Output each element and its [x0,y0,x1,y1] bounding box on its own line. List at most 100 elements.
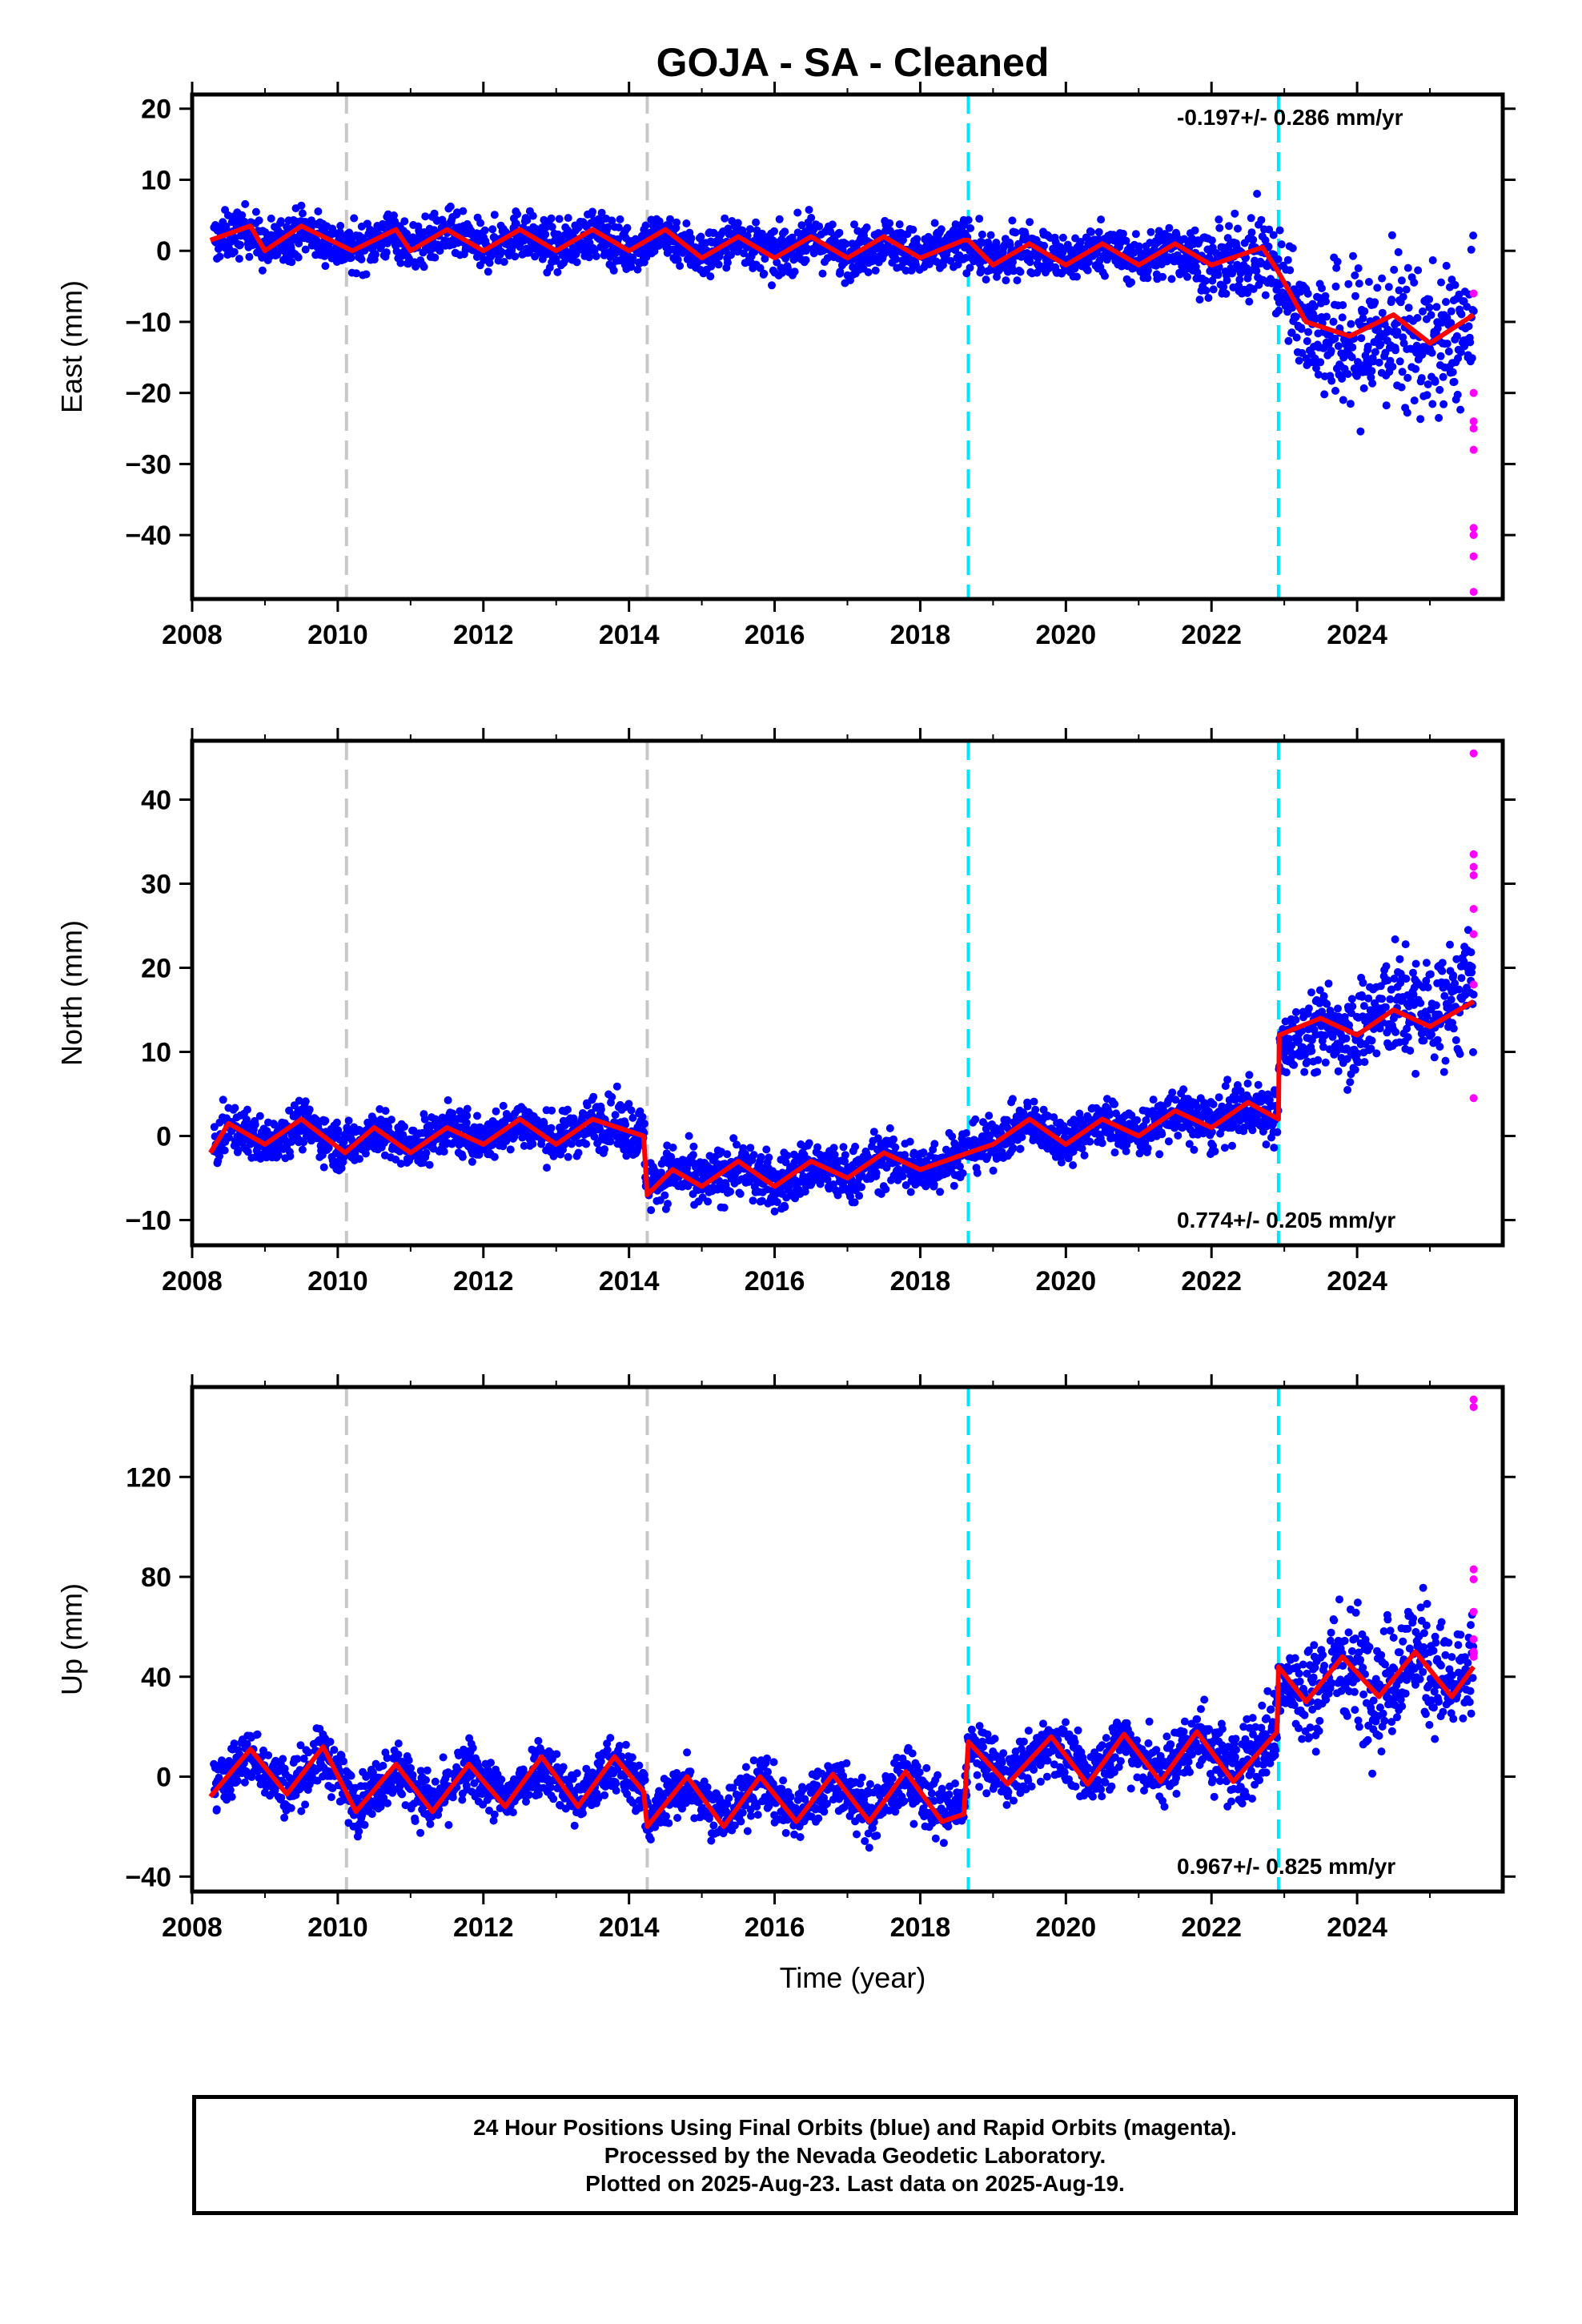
final-orbit-point [490,211,499,219]
final-orbit-point [1442,298,1450,306]
final-orbit-point [1312,364,1320,372]
final-orbit-point [574,1148,583,1157]
final-orbit-point [881,1185,890,1193]
final-orbit-point [430,209,439,218]
final-orbit-point [1376,340,1385,348]
final-orbit-point [664,1200,672,1208]
final-orbit-point [1039,1105,1048,1114]
final-orbit-point [616,215,624,223]
final-orbit-point [421,212,430,221]
final-orbit-point [869,1128,878,1136]
final-orbit-point [234,1146,243,1155]
final-orbit-point [1323,999,1331,1008]
final-orbit-point [361,1149,370,1158]
final-orbit-point [390,211,398,219]
final-orbit-point [500,258,508,266]
final-orbit-point [1253,190,1262,198]
final-orbit-point [627,1106,636,1115]
final-orbit-point [714,260,723,269]
final-orbit-point [889,1135,897,1144]
final-orbit-point [650,247,659,255]
final-orbit-point [962,254,970,262]
final-orbit-point [1143,266,1152,275]
final-orbit-point [1437,278,1445,287]
final-orbit-point [1223,234,1232,243]
final-orbit-point [614,223,623,231]
final-orbit-point [729,1134,738,1143]
final-orbit-point [1378,274,1387,283]
final-orbit-point [1069,1148,1078,1156]
final-orbit-point [1245,297,1254,306]
final-orbit-point [255,216,263,225]
final-orbit-point [400,1123,408,1131]
rapid-orbit-point [1469,552,1478,561]
final-orbit-point [1314,370,1323,379]
final-orbit-point [1329,317,1338,326]
final-orbit-point [930,1180,938,1189]
final-orbit-point [347,253,355,262]
final-orbit-point [1288,304,1297,312]
final-orbit-point [966,263,974,272]
final-orbit-point [506,1145,515,1154]
final-orbit-point [638,1112,647,1121]
final-orbit-point [1352,372,1361,380]
final-orbit-point [355,1155,363,1164]
final-orbit-point [1332,263,1341,272]
event-lines [344,94,1280,599]
final-orbit-point [472,1130,480,1139]
final-orbit-point [937,225,946,234]
final-orbit-point [805,206,813,214]
final-orbit-point [371,250,379,259]
final-orbit-point [1191,226,1199,235]
final-orbit-point [1094,227,1103,236]
final-orbit-point [238,211,247,219]
final-orbit-point [1146,227,1155,236]
final-orbit-point [936,1188,945,1196]
final-orbit-point [1436,352,1445,360]
final-orbit-point [1333,257,1342,266]
final-orbit-point [1221,1082,1230,1091]
final-orbit-point [1327,376,1336,385]
final-orbit-point [1297,324,1306,333]
final-orbit-point [1402,285,1411,294]
final-orbit-point [1334,342,1343,351]
final-orbit-point [1222,289,1231,298]
final-orbit-point [1011,228,1020,237]
final-orbit-point [1179,1085,1188,1094]
final-orbit-point [1209,285,1218,294]
final-orbit-point [1261,236,1270,244]
final-orbit-point [634,1142,643,1151]
final-orbit-point [906,1188,915,1196]
final-orbit-point [1209,1100,1218,1108]
final-orbit-point [1314,1055,1323,1064]
final-orbit-point [1413,314,1422,322]
final-orbit-point [387,1116,396,1124]
final-orbit-point [1351,292,1359,300]
final-orbit-point [604,223,612,231]
final-orbit-point [1348,343,1357,352]
final-orbit-point [682,219,691,227]
final-orbit-point [1207,236,1216,245]
rapid-orbit-point [1469,424,1478,433]
final-orbit-point [1058,233,1067,242]
final-orbit-point [1248,1126,1257,1135]
x-tick-label: 2020 [1036,620,1097,650]
final-orbit-point [609,266,618,275]
final-orbit-point [1316,358,1325,367]
final-orbit-point [1439,372,1447,381]
final-orbit-point [1397,383,1406,392]
final-orbit-point [1285,1035,1294,1043]
final-orbit-point [499,1101,508,1110]
final-orbit-point [484,267,492,276]
final-orbit-point [1008,1095,1017,1104]
final-orbit-point [480,226,489,235]
final-orbit-point [422,1148,431,1157]
final-orbit-point [337,1164,346,1172]
final-orbit-point [564,1105,572,1114]
final-orbit-point [1118,229,1127,238]
final-orbit-point [1127,278,1136,287]
final-orbit-point [1282,1068,1291,1077]
final-orbit-point [1158,1130,1166,1139]
final-orbit-point [297,201,306,210]
